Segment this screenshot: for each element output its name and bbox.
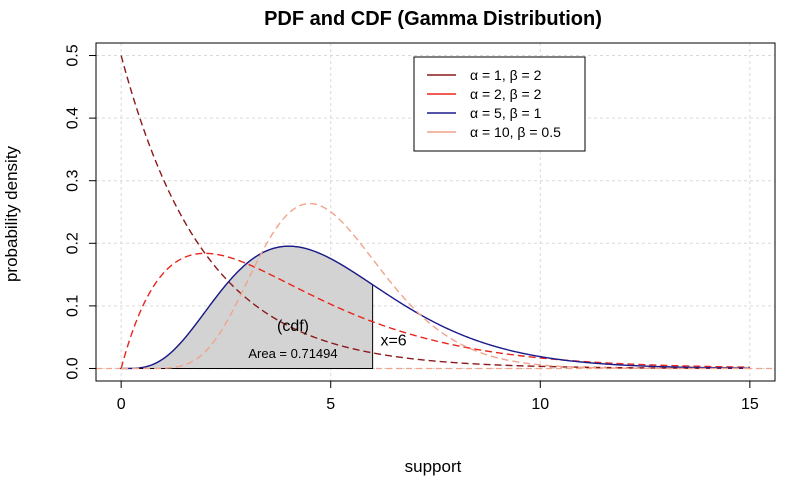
x-cutoff-annotation: x=6: [380, 332, 406, 349]
y-tick-label: 0.0: [65, 357, 82, 379]
legend-label: α = 1, β = 2: [470, 67, 542, 83]
y-tick-label: 0.2: [65, 232, 82, 254]
y-tick-label: 0.4: [65, 107, 82, 129]
series-line-3: [121, 245, 750, 370]
legend-label: α = 10, β = 0.5: [470, 124, 561, 140]
x-tick-label: 15: [741, 396, 759, 413]
legend-label: α = 2, β = 2: [470, 86, 542, 102]
plot-frame: [95, 42, 776, 382]
series-lines: [120, 55, 750, 370]
cdf-annotation: (cdf): [277, 318, 309, 335]
y-axis-label: probability density: [2, 145, 21, 282]
legend: α = 1, β = 2 α = 2, β = 2 α = 5, β = 1 α = …: [413, 56, 586, 152]
legend-box: [413, 56, 586, 152]
x-tick-label: 0: [117, 396, 126, 413]
legend-label: α = 5, β = 1: [470, 105, 542, 121]
series-line-2: [120, 252, 750, 369]
y-tick-label: 0.1: [65, 295, 82, 317]
chart-title: PDF and CDF (Gamma Distribution): [264, 8, 602, 30]
x-tick-label: 10: [531, 396, 549, 413]
series-line-1: [120, 55, 750, 370]
x-tick-label: 5: [326, 396, 335, 413]
x-axis-label: support: [405, 457, 462, 476]
area-annotation: Area = 0.71494: [248, 346, 337, 361]
y-tick-label: 0.3: [65, 169, 82, 191]
series-line-4: [121, 202, 750, 370]
axes: 0 5 10 15 0.0 0.1 0.2 0.3 0.4 0.5: [65, 44, 759, 413]
y-tick-label: 0.5: [65, 44, 82, 66]
